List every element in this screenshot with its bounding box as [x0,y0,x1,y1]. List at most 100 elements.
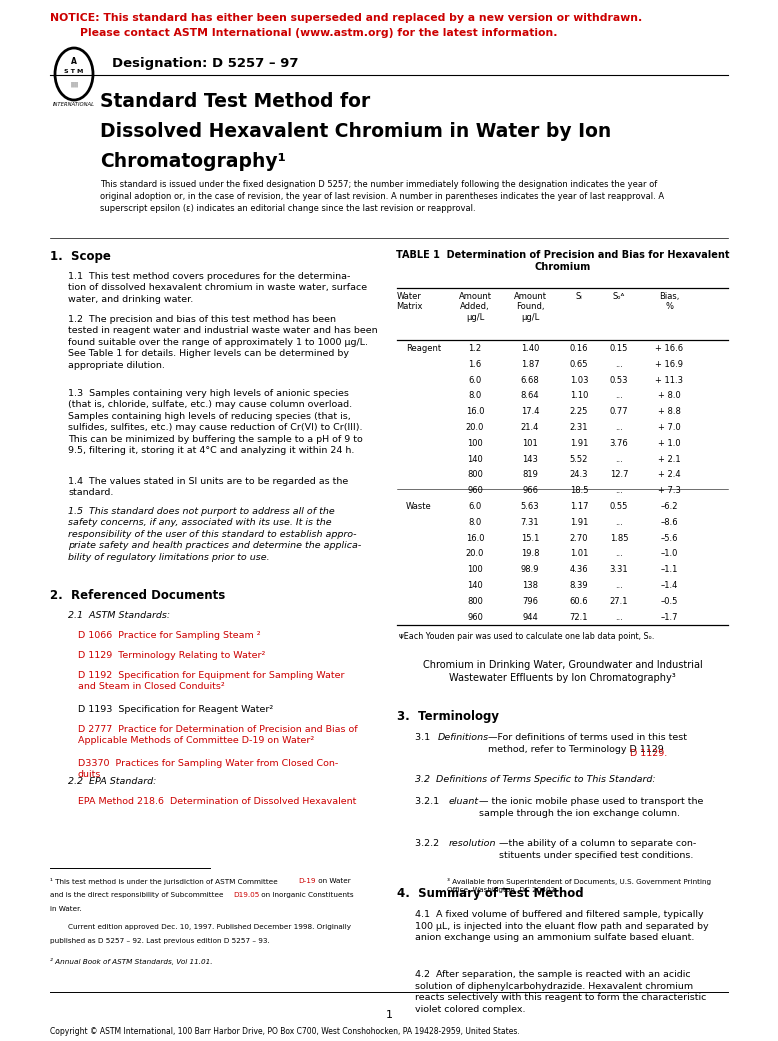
Text: Copyright © ASTM International, 100 Barr Harbor Drive, PO Box C700, West Conshoh: Copyright © ASTM International, 100 Barr… [50,1027,520,1036]
Text: 17.4: 17.4 [520,407,539,416]
Text: ...: ... [615,423,623,432]
Text: 1.01: 1.01 [569,550,588,558]
Text: 6.68: 6.68 [520,376,539,384]
Text: Waste: Waste [406,502,432,511]
Text: ...: ... [615,455,623,463]
Text: Chromium in Drinking Water, Groundwater and Industrial
Wastewater Effluents by I: Chromium in Drinking Water, Groundwater … [422,660,703,684]
Text: D-19: D-19 [299,878,316,884]
Text: Reagent: Reagent [406,344,441,353]
Text: 2.  Referenced Documents: 2. Referenced Documents [50,589,226,602]
Text: 0.15: 0.15 [610,344,628,353]
Text: + 8.0: + 8.0 [657,391,681,401]
Text: This standard is issued under the fixed designation D 5257; the number immediate: This standard is issued under the fixed … [100,180,664,212]
Text: Amount
Found,
μg/L: Amount Found, μg/L [513,291,546,322]
Text: 138: 138 [522,581,538,590]
Text: ¹ This test method is under the jurisdiction of ASTM Committee: ¹ This test method is under the jurisdic… [50,878,280,885]
Text: Sₒᴬ: Sₒᴬ [613,291,626,301]
Text: D 1192  Specification for Equipment for Sampling Water
and Steam in Closed Condu: D 1192 Specification for Equipment for S… [78,671,345,691]
Text: 1.1  This test method covers procedures for the determina-
tion of dissolved hex: 1.1 This test method covers procedures f… [68,272,367,304]
Text: 8.0: 8.0 [468,517,482,527]
Text: 1.17: 1.17 [569,502,588,511]
Text: 16.0: 16.0 [466,407,484,416]
Text: –1.0: –1.0 [661,550,678,558]
Text: 98.9: 98.9 [520,565,539,575]
Text: 21.4: 21.4 [520,423,539,432]
Text: 1.91: 1.91 [569,439,588,448]
Text: in Water.: in Water. [50,906,82,912]
Text: 140: 140 [467,581,483,590]
Text: ||||: |||| [70,81,78,86]
Text: TABLE 1  Determination of Precision and Bias for Hexavalent
Chromium: TABLE 1 Determination of Precision and B… [396,250,729,273]
Text: + 2.4: + 2.4 [657,471,680,480]
Text: 796: 796 [522,596,538,606]
Text: ...: ... [615,550,623,558]
Text: + 1.0: + 1.0 [657,439,680,448]
Text: D 1066  Practice for Sampling Steam ²: D 1066 Practice for Sampling Steam ² [78,631,261,640]
Text: Current edition approved Dec. 10, 1997. Published December 1998. Originally: Current edition approved Dec. 10, 1997. … [68,924,351,930]
Text: 24.3: 24.3 [569,471,588,480]
Text: 60.6: 60.6 [569,596,588,606]
Text: ² Annual Book of ASTM Standards, Vol 11.01.: ² Annual Book of ASTM Standards, Vol 11.… [50,958,212,965]
Text: and is the direct responsibility of Subcommittee: and is the direct responsibility of Subc… [50,892,226,898]
Text: 3.2.1: 3.2.1 [415,797,445,806]
Text: 1.3  Samples containing very high levels of anionic species
(that is, chloride, : 1.3 Samples containing very high levels … [68,389,363,455]
Text: Dissolved Hexavalent Chromium in Water by Ion: Dissolved Hexavalent Chromium in Water b… [100,122,612,141]
Text: 101: 101 [522,439,538,448]
Text: 1: 1 [386,1010,392,1020]
Text: 3.  Terminology: 3. Terminology [397,710,499,723]
Text: 20.0: 20.0 [466,550,484,558]
Text: D3370  Practices for Sampling Water from Closed Con-
duits: D3370 Practices for Sampling Water from … [78,759,338,780]
Text: 1.  Scope: 1. Scope [50,250,111,263]
Text: ...: ... [615,391,623,401]
Text: 4.1  A fixed volume of buffered and filtered sample, typically
100 μL, is inject: 4.1 A fixed volume of buffered and filte… [415,910,709,942]
Text: ...: ... [615,517,623,527]
Text: 18.5: 18.5 [569,486,588,496]
Text: 1.5  This standard does not purport to address all of the
safety concerns, if an: 1.5 This standard does not purport to ad… [68,507,361,562]
Text: 19.8: 19.8 [520,550,539,558]
Text: D 2777  Practice for Determination of Precision and Bias of
Applicable Methods o: D 2777 Practice for Determination of Pre… [78,725,358,745]
Text: + 7.0: + 7.0 [657,423,681,432]
Text: 1.91: 1.91 [569,517,588,527]
Text: 2.25: 2.25 [569,407,588,416]
Text: 0.65: 0.65 [569,360,588,369]
Text: + 11.3: + 11.3 [655,376,683,384]
Text: 1.87: 1.87 [520,360,539,369]
Text: 819: 819 [522,471,538,480]
Text: on Inorganic Constituents: on Inorganic Constituents [259,892,354,898]
Text: 7.31: 7.31 [520,517,539,527]
Text: —For definitions of terms used in this test
method, refer to Terminology D 1129: —For definitions of terms used in this t… [488,733,687,754]
Text: + 16.9: + 16.9 [655,360,683,369]
Text: D 1129.: D 1129. [630,748,668,758]
Text: + 7.3: + 7.3 [657,486,681,496]
Text: –8.6: –8.6 [661,517,678,527]
Text: published as D 5257 – 92. Last previous edition D 5257 – 93.: published as D 5257 – 92. Last previous … [50,938,270,944]
Text: ᴪEach Youden pair was used to calculate one lab data point, Sₒ.: ᴪEach Youden pair was used to calculate … [399,632,654,641]
Text: 4.  Summary of Test Method: 4. Summary of Test Method [397,887,584,900]
Text: 1.4  The values stated in SI units are to be regarded as the
standard.: 1.4 The values stated in SI units are to… [68,477,349,498]
Text: 4.36: 4.36 [569,565,588,575]
Text: 5.52: 5.52 [569,455,588,463]
Text: 8.0: 8.0 [468,391,482,401]
Text: 5.63: 5.63 [520,502,539,511]
Text: Chromatography¹: Chromatography¹ [100,152,286,171]
Text: 20.0: 20.0 [466,423,484,432]
Text: 3.2.2: 3.2.2 [415,839,445,848]
Text: 966: 966 [522,486,538,496]
Text: 800: 800 [467,471,483,480]
Text: Standard Test Method for: Standard Test Method for [100,92,370,111]
Text: on Water: on Water [317,878,351,884]
Text: ...: ... [615,486,623,496]
Text: 143: 143 [522,455,538,463]
Text: 960: 960 [467,486,483,496]
Text: 100: 100 [467,565,483,575]
Text: 0.53: 0.53 [610,376,629,384]
Text: Bias,
%: Bias, % [659,291,679,311]
Text: 6.0: 6.0 [468,376,482,384]
Text: 960: 960 [467,612,483,621]
Text: Sᵢ: Sᵢ [576,291,583,301]
Text: ...: ... [615,360,623,369]
Text: –1.7: –1.7 [661,612,678,621]
Text: 2.1  ASTM Standards:: 2.1 ASTM Standards: [68,611,170,620]
Text: 100: 100 [467,439,483,448]
Text: –1.4: –1.4 [661,581,678,590]
